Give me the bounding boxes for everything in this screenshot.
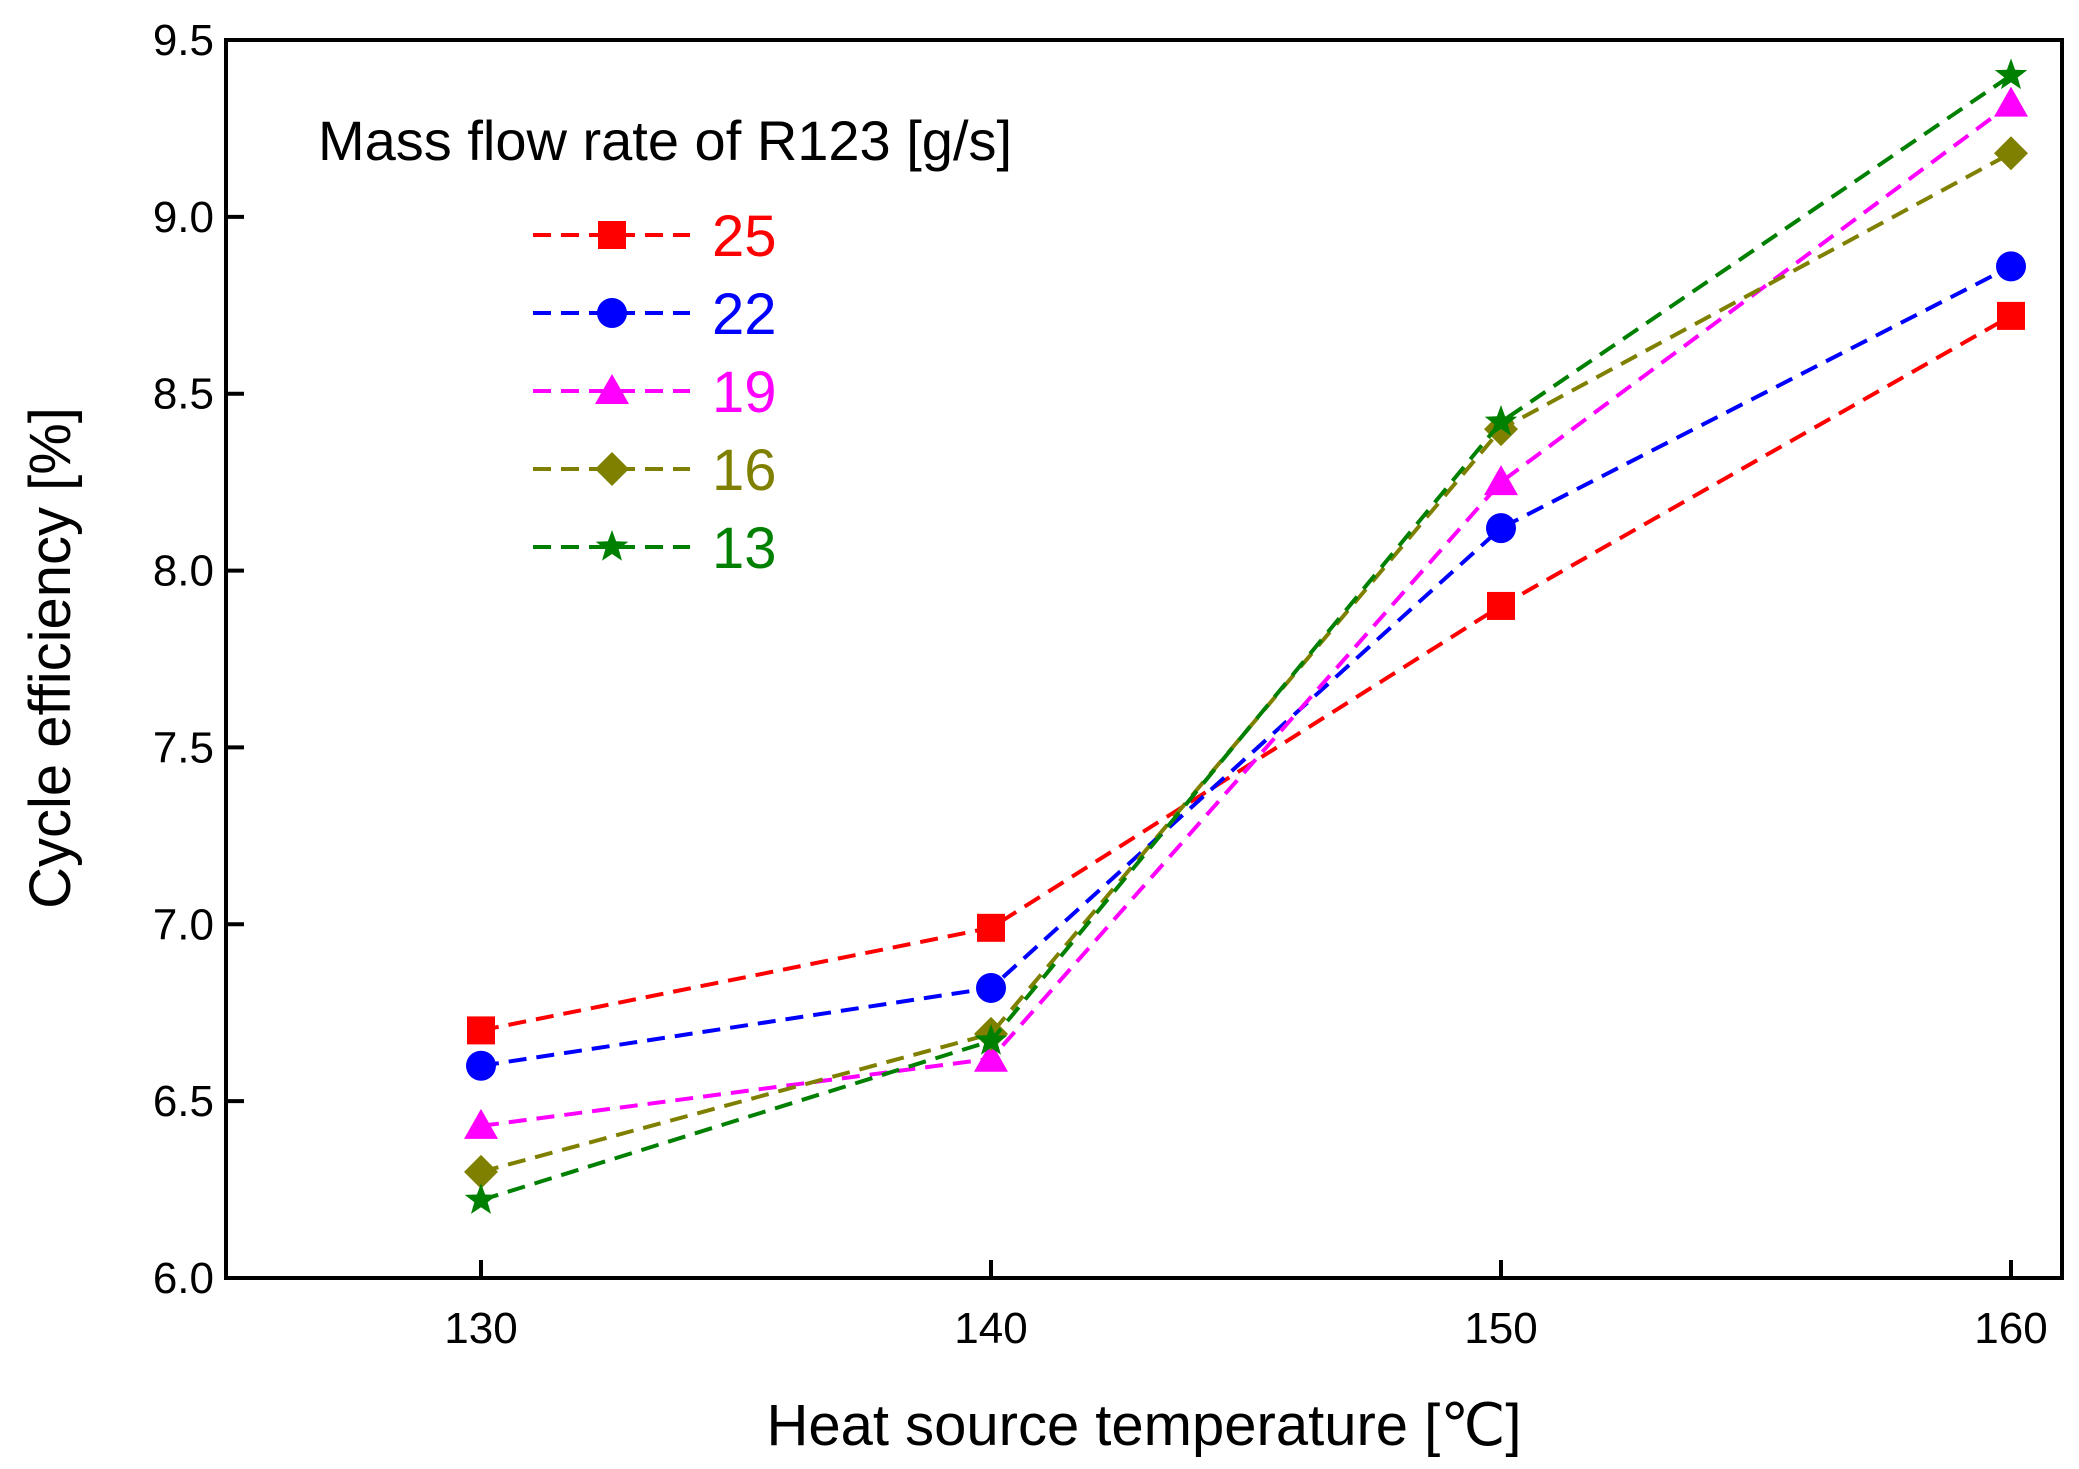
y-tick-label: 7.5 [153,723,214,772]
series-line [480,314,2012,1033]
legend-item-16: 16 [533,438,777,503]
data-point [1997,301,2025,330]
legend-item-19: 19 [533,360,777,425]
legend: Mass flow rate of R123 [g/s] 25 22 19 16 13 [318,109,1012,581]
legend-label: 16 [712,438,777,503]
series-line [480,151,2012,1174]
x-tick-label: 160 [1974,1304,2047,1353]
data-point [466,1050,496,1081]
legend-label: 13 [712,516,777,581]
data-point [974,1041,1008,1072]
x-tick-label: 140 [954,1304,1027,1353]
data-point [974,1024,1008,1055]
series-22 [466,251,2026,1081]
x-tick-label: 130 [444,1304,517,1353]
legend-label: 25 [712,204,777,269]
data-point [976,972,1006,1003]
legend-item-25: 25 [533,204,777,269]
data-point [977,913,1005,942]
legend-marker [597,298,627,328]
legend-marker [595,530,629,561]
series-line [480,264,2012,1068]
data-point [467,1016,495,1045]
legend-marker [598,221,626,249]
data-point [1994,86,2028,117]
series-line [480,73,2013,1203]
plot-frame [224,38,2064,1280]
data-point [1994,58,2028,90]
y-tick-label: 6.0 [153,1254,214,1303]
x-axis-title: Heat source temperature [℃] [766,1393,1521,1458]
y-tick-label: 9.5 [153,16,214,65]
data-point [464,1183,498,1214]
legend-label: 22 [712,282,777,347]
series-line [480,102,2013,1128]
series-13 [464,58,2028,1214]
series-16 [464,136,2028,1189]
series-19 [464,86,2028,1139]
data-point [1484,465,1518,496]
y-tick-label: 9.0 [153,193,214,242]
data-point [1486,513,1516,544]
data-point [1994,136,2028,171]
y-tick-label: 8.0 [153,547,214,596]
x-tick-label: 150 [1464,1304,1537,1353]
data-point [464,1154,498,1189]
data-point [464,1108,498,1139]
series-layer [464,58,2028,1214]
y-tick-label: 8.5 [153,370,214,419]
data-point [1484,405,1518,436]
legend-item-22: 22 [533,282,777,347]
legend-marker [595,452,629,486]
data-point [1996,251,2026,282]
y-tick-label: 6.5 [153,1077,214,1126]
y-axis-title: Cycle efficiency [%] [18,407,83,909]
y-tick-label: 7.0 [153,900,214,949]
series-25 [467,301,2025,1045]
legend-label: 19 [712,360,777,425]
legend-marker [595,374,629,404]
x-axis-ticks: 130 140 150 160 [444,1260,2048,1353]
legend-item-13: 13 [533,516,777,581]
data-point [1487,591,1515,620]
y-axis-ticks: 6.0 6.5 7.0 7.5 8.0 8.5 9.0 9.5 [153,16,244,1303]
legend-title: Mass flow rate of R123 [g/s] [318,109,1012,172]
